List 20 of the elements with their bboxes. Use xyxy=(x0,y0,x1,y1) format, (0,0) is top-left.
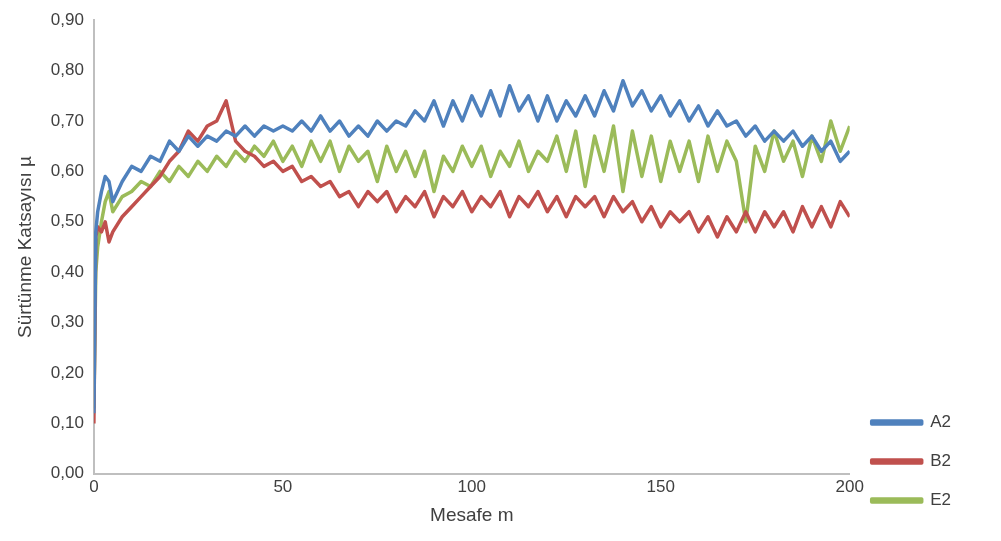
legend-label: E2 xyxy=(930,490,951,510)
y-tick-label: 0,10 xyxy=(50,413,84,433)
y-tick-label: 0,80 xyxy=(50,60,84,80)
y-tick-label: 0,30 xyxy=(50,312,84,332)
legend-label: A2 xyxy=(930,412,951,432)
x-tick-label: 150 xyxy=(646,476,675,496)
y-axis-title: Sürtünme Katsayısı µ xyxy=(13,155,35,339)
x-axis-title: Mesafe m xyxy=(430,503,514,525)
y-tick-label: 0,90 xyxy=(50,9,84,29)
x-tick-label: 200 xyxy=(835,476,864,496)
y-tick-label: 0,00 xyxy=(50,463,84,483)
legend-label: B2 xyxy=(930,451,951,471)
y-tick-label: 0,40 xyxy=(50,261,84,281)
y-tick-label: 0,20 xyxy=(50,362,84,382)
y-tick-label: 0,70 xyxy=(50,110,84,130)
x-tick-label: 100 xyxy=(457,476,486,496)
y-tick-label: 0,60 xyxy=(50,161,84,181)
y-tick-label: 0,50 xyxy=(50,211,84,231)
x-tick-label: 50 xyxy=(273,476,293,496)
x-tick-label: 0 xyxy=(89,476,99,496)
